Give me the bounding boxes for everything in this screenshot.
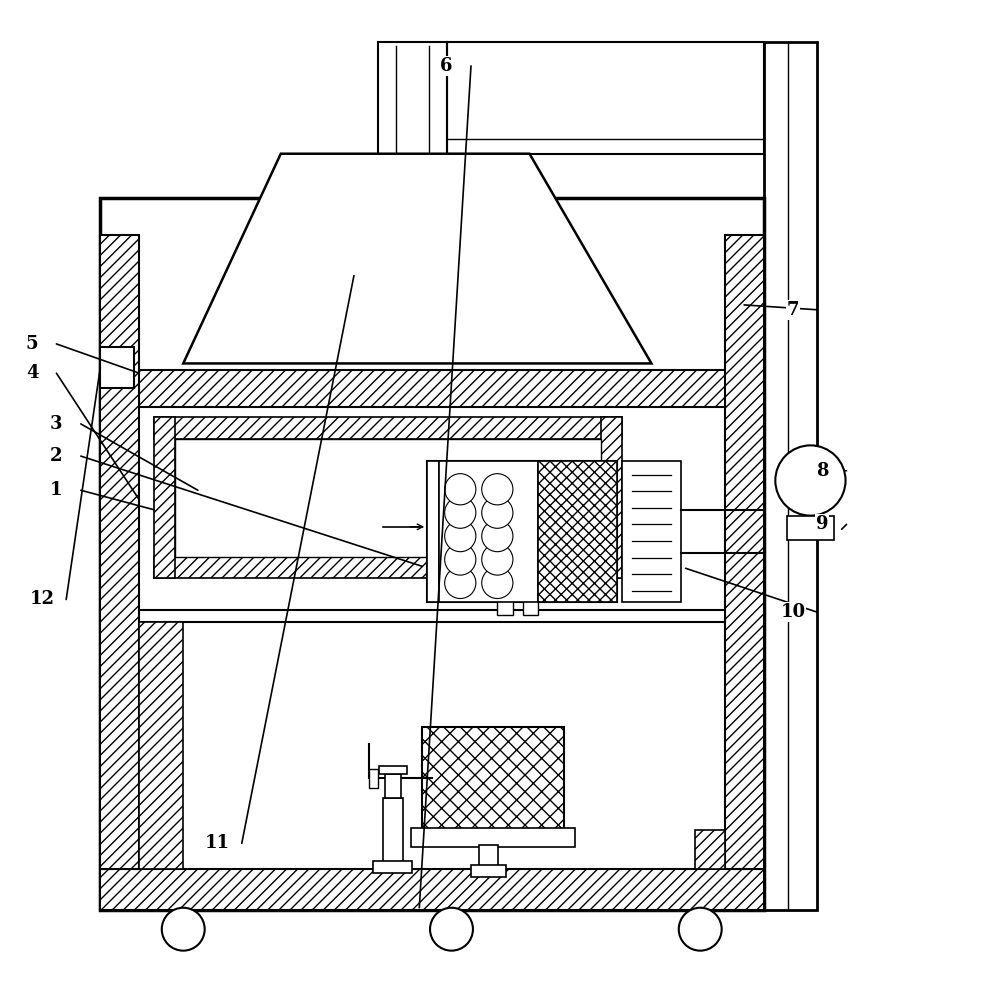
Bar (422, 727, 564, 830)
Circle shape (775, 445, 846, 516)
Circle shape (482, 520, 513, 552)
Bar (384, 798, 403, 867)
Bar (427, 461, 439, 602)
Bar (471, 865, 506, 877)
Text: 3: 3 (50, 415, 63, 433)
Bar (787, 516, 834, 540)
Bar (176, 439, 600, 557)
Circle shape (444, 474, 476, 505)
Circle shape (444, 544, 476, 575)
Bar (374, 861, 412, 873)
Circle shape (482, 497, 513, 528)
Bar (154, 557, 622, 578)
Bar (139, 622, 183, 869)
Polygon shape (183, 154, 651, 363)
Bar (139, 610, 725, 622)
Bar (369, 769, 379, 788)
Bar (427, 461, 617, 602)
Text: 5: 5 (26, 335, 38, 353)
Bar (523, 599, 539, 615)
Text: 6: 6 (440, 57, 453, 75)
Text: 8: 8 (816, 462, 828, 480)
Bar (100, 198, 763, 910)
Bar (100, 235, 139, 869)
Bar (600, 417, 622, 578)
Circle shape (430, 908, 473, 951)
Bar (100, 869, 763, 910)
Circle shape (162, 908, 205, 951)
Text: 4: 4 (26, 364, 38, 382)
Bar (446, 42, 763, 154)
Bar (497, 599, 513, 615)
Bar (538, 461, 617, 602)
Bar (154, 417, 622, 439)
Text: 9: 9 (816, 515, 828, 533)
Circle shape (444, 567, 476, 599)
Text: 10: 10 (780, 603, 805, 621)
Circle shape (482, 544, 513, 575)
Circle shape (679, 908, 722, 951)
Bar (439, 461, 538, 602)
Bar (100, 370, 763, 407)
Text: 7: 7 (787, 301, 800, 319)
Text: 2: 2 (50, 447, 63, 465)
Bar (763, 42, 817, 910)
Bar (386, 774, 401, 798)
Bar (484, 578, 527, 599)
Bar (696, 830, 725, 869)
Bar (380, 766, 406, 774)
Circle shape (482, 567, 513, 599)
Text: 1: 1 (50, 481, 63, 499)
Text: 12: 12 (29, 590, 54, 608)
Bar (154, 417, 176, 578)
Bar (410, 828, 576, 847)
Text: 11: 11 (205, 834, 230, 852)
Circle shape (444, 520, 476, 552)
Bar (479, 845, 498, 867)
Bar (725, 235, 763, 869)
Circle shape (482, 474, 513, 505)
Circle shape (444, 497, 476, 528)
Bar (622, 461, 681, 602)
Bar (100, 347, 134, 388)
